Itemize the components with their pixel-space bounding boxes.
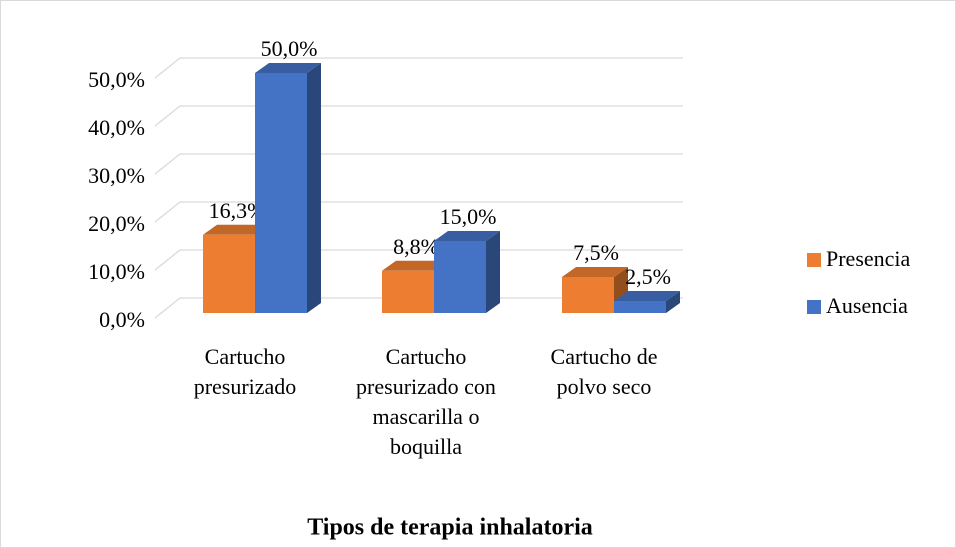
bar-front: [203, 234, 255, 313]
y-tick-label: 20,0%: [88, 211, 145, 236]
bar: [614, 291, 680, 313]
y-tick-label: 0,0%: [99, 307, 145, 332]
y-tick-label: 40,0%: [88, 115, 145, 140]
bar-top: [203, 224, 269, 235]
x-tick-label: Cartucho de polvo seco: [550, 344, 658, 399]
grid-line: [154, 201, 683, 223]
bar: [562, 267, 628, 313]
bar-side: [666, 291, 680, 313]
grid-line: [154, 249, 683, 271]
bar-side: [307, 63, 321, 313]
grid-line: [154, 57, 683, 79]
value-label: 8,8%: [393, 234, 439, 259]
bar-front: [562, 277, 614, 313]
bar-top: [255, 63, 321, 73]
x-tick-label: Cartucho presurizado con mascarilla o bo…: [356, 344, 496, 459]
bar-front: [382, 270, 434, 313]
bar: [255, 63, 321, 313]
bar-top: [434, 231, 500, 241]
bar-front: [255, 73, 307, 313]
grid-line: [154, 297, 683, 319]
bar-front: [614, 301, 666, 313]
bar-top: [562, 267, 628, 277]
value-label: 15,0%: [440, 204, 497, 229]
grid-line: [154, 153, 683, 175]
bar: [434, 231, 500, 313]
bar-top: [382, 260, 448, 271]
legend-swatch: [807, 253, 821, 267]
legend-label: Ausencia: [826, 293, 908, 318]
value-label: 7,5%: [573, 240, 619, 265]
bar-side: [486, 231, 500, 313]
y-tick-label: 30,0%: [88, 163, 145, 188]
x-axis-title: Tipos de terapia inhalatoria: [307, 515, 593, 541]
x-tick-label: Cartucho presurizado: [193, 344, 297, 399]
legend-swatch: [807, 300, 821, 314]
bar-top: [614, 291, 680, 301]
y-tick-label: 10,0%: [88, 259, 145, 284]
value-label: 50,0%: [261, 36, 318, 61]
value-label: 2,5%: [625, 264, 671, 289]
y-tick-label: 50,0%: [88, 67, 145, 92]
legend-label: Presencia: [826, 246, 911, 271]
bar-front: [434, 241, 486, 313]
grid-line: [154, 105, 683, 127]
